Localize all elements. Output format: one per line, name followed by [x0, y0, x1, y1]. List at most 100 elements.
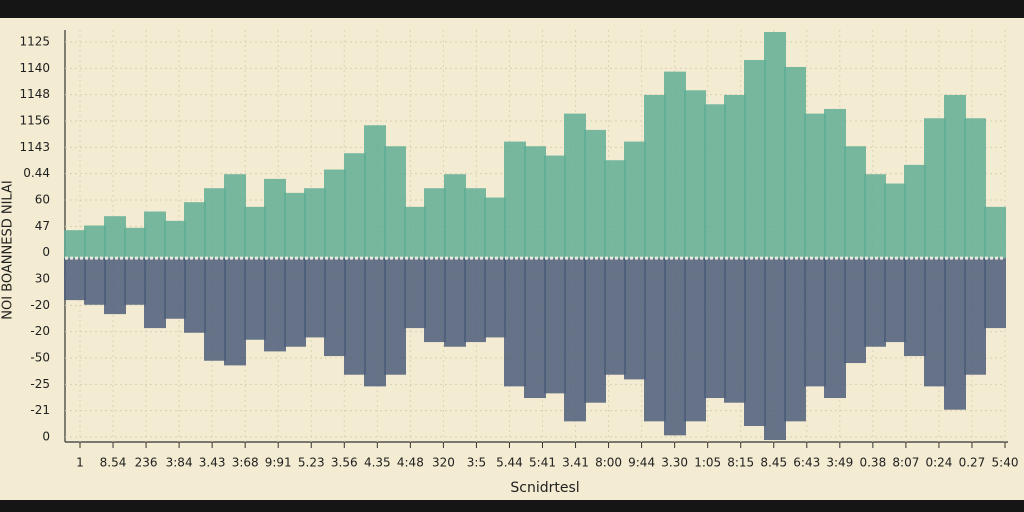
wave-bar	[324, 258, 346, 357]
x-tick-label: 3:49	[826, 456, 853, 470]
wave-bar	[904, 164, 926, 259]
x-tick-label: 8:15	[727, 456, 754, 470]
x-tick-label: 5.44	[496, 456, 523, 470]
wave-bar	[464, 258, 486, 343]
x-tick-label: 6:43	[793, 456, 820, 470]
wave-bar	[104, 258, 126, 315]
wave-bar	[764, 258, 786, 440]
wave-bar	[444, 258, 466, 347]
wave-bar	[844, 146, 866, 259]
wave-bar	[224, 174, 246, 259]
wave-bar	[964, 258, 986, 375]
y-tick-label: 1125	[19, 35, 50, 49]
x-tick-label: 3.30	[661, 456, 688, 470]
x-tick-label: 5:41	[529, 456, 556, 470]
y-tick-label: -20	[30, 298, 50, 312]
wave-bar	[144, 258, 166, 329]
wave-bar	[624, 141, 646, 259]
wave-bar	[264, 258, 286, 352]
wave-bar	[584, 258, 606, 403]
wave-bar	[704, 258, 726, 399]
wave-bar	[804, 258, 826, 387]
wave-bar	[364, 125, 386, 259]
wave-bar	[744, 59, 766, 259]
wave-bar	[884, 258, 906, 343]
x-tick-label: 8.45	[760, 456, 787, 470]
wave-bar	[424, 258, 446, 343]
wave-bar	[684, 90, 706, 259]
wave-bar	[324, 169, 346, 259]
x-tick-label: 8:00	[595, 456, 622, 470]
x-tick-label: 3:84	[166, 456, 193, 470]
x-tick-label: 5:40	[992, 456, 1019, 470]
wave-bar	[184, 258, 206, 333]
y-tick-label: 1156	[19, 114, 50, 128]
wave-bar	[344, 153, 366, 259]
wave-bar	[884, 183, 906, 259]
wave-bar	[364, 258, 386, 387]
wave-bar	[844, 258, 866, 364]
x-tick-label: 0:24	[925, 456, 952, 470]
wave-bar	[384, 258, 406, 375]
wave-bar	[104, 216, 126, 259]
wave-bar	[944, 94, 966, 259]
wave-bar	[204, 188, 226, 259]
wave-bar	[704, 104, 726, 259]
wave-bar	[904, 258, 926, 357]
wave-bar	[784, 66, 806, 259]
x-tick-label: 8.54	[100, 456, 127, 470]
x-tick-label: 0.38	[859, 456, 886, 470]
wave-bar	[944, 258, 966, 410]
wave-bar	[204, 258, 226, 361]
wave-bar	[664, 71, 686, 259]
wave-bar	[124, 258, 146, 305]
wave-bar	[864, 174, 886, 259]
wave-bar	[924, 258, 946, 387]
wave-bar	[404, 258, 426, 329]
wave-bar	[344, 258, 366, 375]
y-tick-label: 0	[42, 245, 50, 259]
wave-bar	[504, 141, 526, 259]
x-tick-label: 4:48	[397, 456, 424, 470]
x-tick-label: 1	[76, 456, 84, 470]
wave-bar	[564, 258, 586, 422]
wave-bar	[464, 188, 486, 259]
x-tick-label: 9:91	[265, 456, 292, 470]
x-tick-label: 1:05	[694, 456, 721, 470]
x-tick-label: 320	[432, 456, 455, 470]
wave-bar	[804, 113, 826, 259]
wave-bar	[264, 178, 286, 259]
wave-bar	[64, 258, 86, 301]
y-tick-label: 60	[35, 193, 50, 207]
x-tick-label: 3:5	[467, 456, 486, 470]
wave-bar	[444, 174, 466, 259]
wave-bar	[564, 113, 586, 259]
wave-bar	[484, 258, 506, 338]
wave-bar	[504, 258, 526, 387]
wave-bar	[744, 258, 766, 427]
y-tick-label: 1140	[19, 61, 50, 75]
wave-bar	[824, 108, 846, 259]
wave-bar	[284, 258, 306, 347]
x-tick-label: 3.43	[199, 456, 226, 470]
wave-bar	[304, 258, 326, 338]
y-tick-label: 30	[35, 272, 50, 286]
wave-bar	[184, 202, 206, 259]
wave-bar	[84, 258, 106, 305]
wave-bar	[584, 129, 606, 259]
wave-bar	[384, 146, 406, 259]
wave-bar	[684, 258, 706, 422]
y-tick-label: -21	[30, 403, 50, 417]
wave-bar	[144, 211, 166, 259]
wave-bar	[984, 258, 1006, 329]
wave-bar	[544, 155, 566, 259]
wave-bar	[164, 258, 186, 319]
wave-bar	[244, 206, 266, 259]
wave-bar	[604, 258, 626, 375]
wave-bar	[284, 192, 306, 259]
wave-bar	[484, 197, 506, 259]
y-tick-label: 0.44	[23, 166, 50, 180]
wave-bar	[864, 258, 886, 347]
x-tick-label: 3.41	[562, 456, 589, 470]
